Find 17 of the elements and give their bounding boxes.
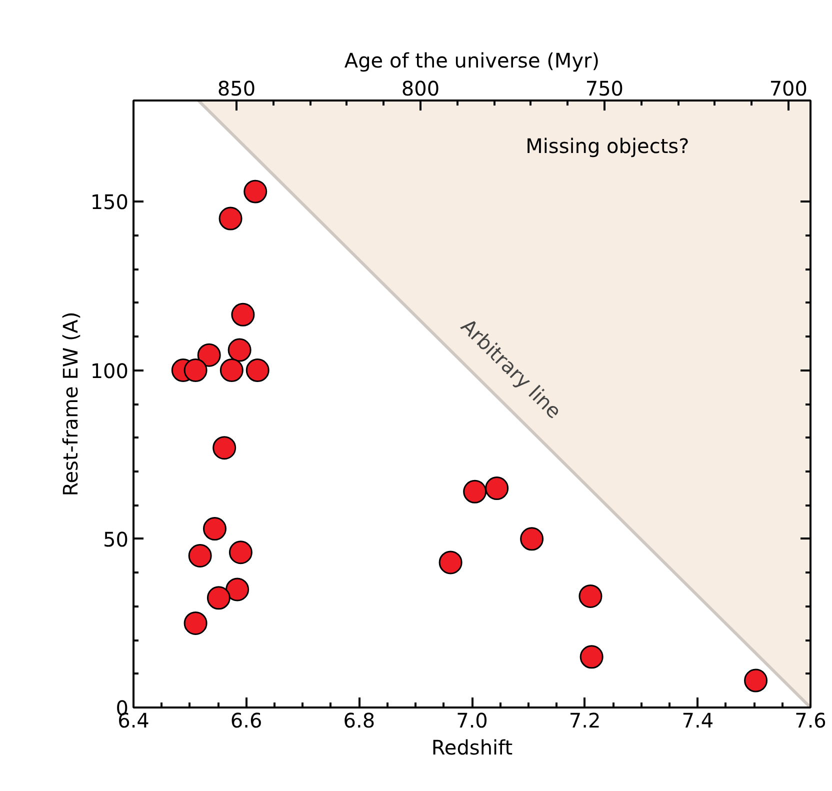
y-tick-label: 50 <box>103 527 129 552</box>
y-tick-label: 150 <box>90 190 129 214</box>
annotation: Missing objects? <box>526 134 690 158</box>
x2-tick-label: 800 <box>401 76 440 100</box>
x2-tick-label: 700 <box>769 76 808 100</box>
y-axis-title: Rest-frame EW (A) <box>58 312 82 496</box>
x-tick-label: 7.4 <box>682 708 714 732</box>
y-tick-label: 100 <box>90 358 129 383</box>
x-tick-label: 7.6 <box>794 708 826 732</box>
x2-tick-label: 750 <box>585 76 624 100</box>
x-tick-label: 7.2 <box>568 708 601 732</box>
x2-axis-title: Age of the universe (Myr) <box>344 48 600 72</box>
x2-tick-label: 850 <box>217 76 256 100</box>
x-tick-label: 6.6 <box>230 708 262 732</box>
x-tick-label: 7.0 <box>456 708 488 732</box>
x-axis-title: Redshift <box>431 736 513 760</box>
x-tick-label: 6.8 <box>343 708 376 732</box>
